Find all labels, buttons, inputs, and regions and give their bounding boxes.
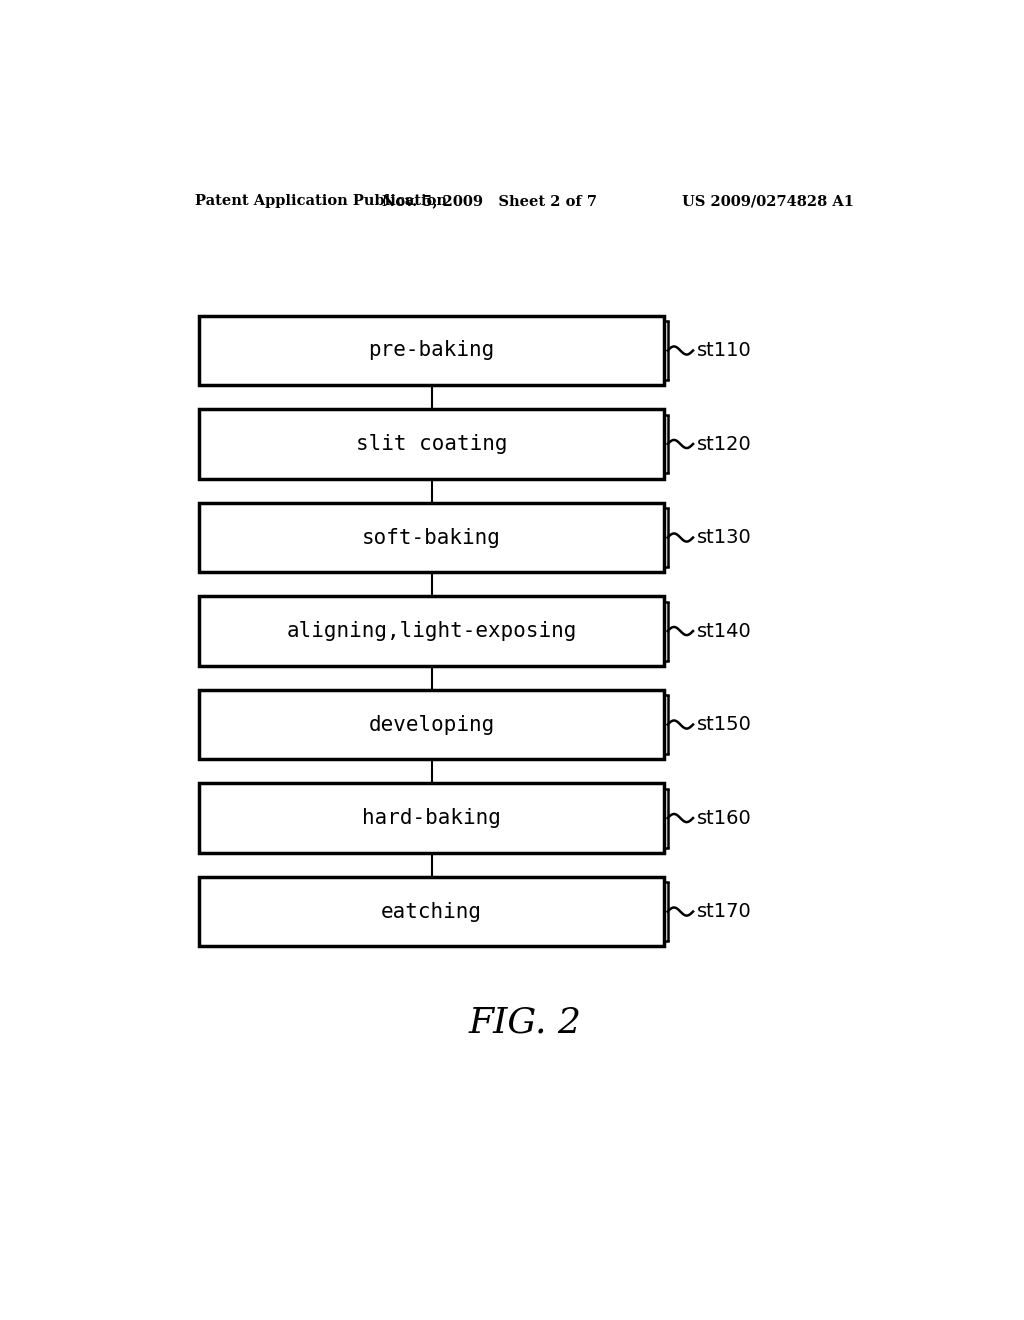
Text: st140: st140 [697, 622, 752, 640]
Text: st160: st160 [697, 809, 752, 828]
Text: soft-baking: soft-baking [362, 528, 501, 548]
Text: US 2009/0274828 A1: US 2009/0274828 A1 [682, 194, 854, 209]
Text: slit coating: slit coating [355, 434, 507, 454]
Text: hard-baking: hard-baking [362, 808, 501, 828]
Text: aligning,light-exposing: aligning,light-exposing [287, 620, 577, 642]
Text: pre-baking: pre-baking [369, 341, 495, 360]
Text: eatching: eatching [381, 902, 482, 921]
Bar [200, 503, 664, 572]
Bar [200, 876, 664, 946]
Bar [200, 315, 664, 385]
Bar [200, 784, 664, 853]
Bar [200, 597, 664, 665]
Bar [200, 690, 664, 759]
Bar [200, 409, 664, 479]
Text: st120: st120 [697, 434, 752, 454]
Text: Patent Application Publication: Patent Application Publication [196, 194, 447, 209]
Text: st130: st130 [697, 528, 752, 546]
Text: st110: st110 [697, 341, 752, 360]
Text: FIG. 2: FIG. 2 [468, 1006, 582, 1039]
Text: st150: st150 [697, 715, 752, 734]
Text: developing: developing [369, 714, 495, 734]
Text: st170: st170 [697, 902, 752, 921]
Text: Nov. 5, 2009   Sheet 2 of 7: Nov. 5, 2009 Sheet 2 of 7 [382, 194, 597, 209]
